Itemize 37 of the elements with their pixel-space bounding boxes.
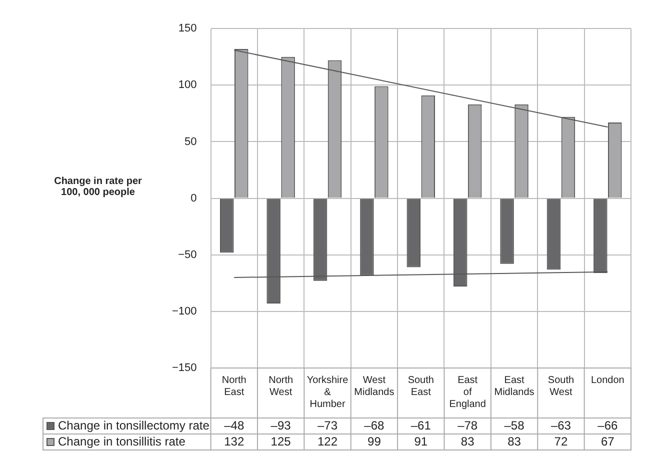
data-label: 83 bbox=[508, 434, 522, 448]
y-tick-label: −100 bbox=[172, 305, 197, 318]
x-tick-label: South West bbox=[548, 374, 574, 398]
x-tick-label: North East bbox=[222, 374, 246, 398]
x-tick-label: North West bbox=[268, 374, 294, 398]
y-tick-label: 100 bbox=[178, 79, 197, 92]
data-label: –66 bbox=[598, 418, 618, 432]
data-label: –63 bbox=[550, 418, 572, 432]
y-tick-label: 150 bbox=[178, 22, 197, 35]
data-label: 67 bbox=[600, 434, 615, 448]
data-label: 72 bbox=[554, 434, 568, 448]
y-tick-label: 50 bbox=[184, 136, 197, 148]
data-label: –58 bbox=[504, 418, 525, 432]
x-tick-label: South East bbox=[408, 374, 434, 398]
y-tick-label: 0 bbox=[190, 192, 197, 204]
x-tick-label: West Midlands bbox=[354, 374, 394, 398]
y-tick-label: −50 bbox=[178, 248, 197, 261]
x-tick-label: East of England bbox=[449, 374, 486, 410]
x-tick-label: Yorkshire & Humber bbox=[306, 374, 349, 410]
data-label: 83 bbox=[460, 434, 475, 448]
x-tick-label: East Midlands bbox=[494, 374, 534, 398]
legend-label: Change in tonsillectomy rate bbox=[58, 418, 210, 432]
data-label: –78 bbox=[458, 418, 478, 432]
legend-label: Change in tonsillitis rate bbox=[58, 434, 186, 448]
data-label: 125 bbox=[270, 434, 292, 448]
data-label: 132 bbox=[224, 434, 244, 448]
data-label: –61 bbox=[410, 418, 432, 432]
x-tick-label: London bbox=[590, 374, 624, 386]
data-label: –68 bbox=[364, 418, 385, 432]
data-label: 91 bbox=[414, 434, 428, 448]
data-label: –73 bbox=[317, 418, 338, 432]
data-label: 122 bbox=[317, 434, 338, 448]
data-label: –93 bbox=[270, 418, 292, 432]
data-label: 99 bbox=[368, 434, 382, 448]
y-tick-label: −150 bbox=[172, 362, 197, 374]
data-label: –48 bbox=[224, 418, 244, 432]
y-axis-title: Change in rate per 100, 000 people bbox=[53, 176, 143, 198]
